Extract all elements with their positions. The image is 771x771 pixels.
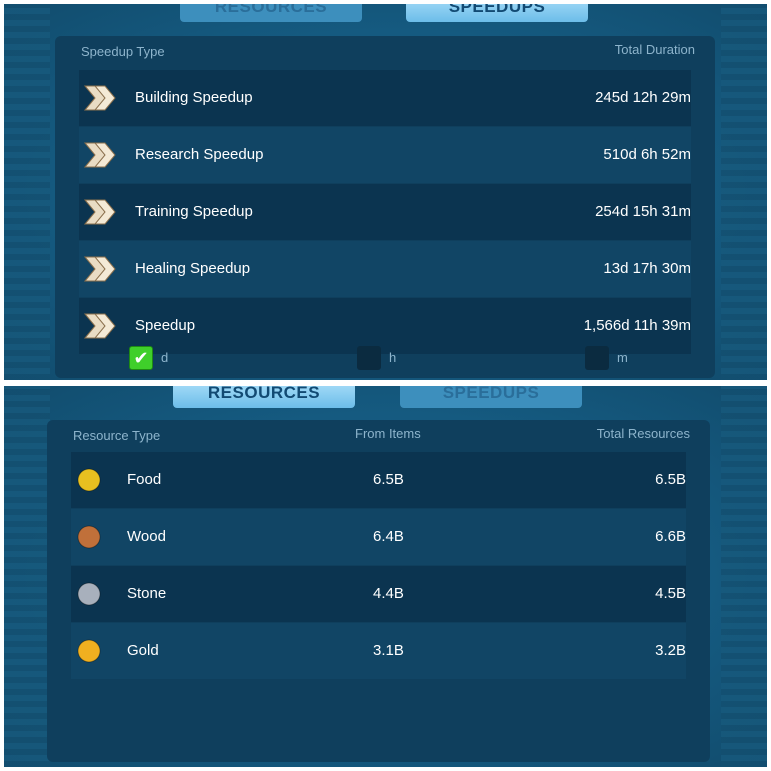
gold-icon	[73, 633, 109, 669]
header-speedup-type: Speedup Type	[81, 44, 165, 59]
speedup-duration: 13d 17h 30m	[603, 260, 691, 277]
resource-total: 3.2B	[655, 642, 686, 659]
resource-row: Food 6.5B 6.5B	[71, 452, 686, 508]
label-minutes: m	[617, 350, 628, 365]
label-hours: h	[389, 350, 397, 365]
training-speedup-icon	[81, 194, 117, 230]
resource-name: Stone	[127, 585, 167, 602]
resource-name: Food	[127, 471, 162, 488]
resource-from-items: 3.1B	[373, 642, 404, 659]
resource-name: Gold	[127, 642, 159, 659]
speedup-row: Research Speedup 510d 6h 52m	[79, 127, 691, 183]
healing-speedup-icon	[81, 251, 117, 287]
speedup-name: Research Speedup	[135, 146, 264, 163]
research-speedup-icon	[81, 137, 117, 173]
decorative-border-left	[4, 386, 50, 767]
resources-screen: RESOURCES SPEEDUPS Resource Type From It…	[4, 386, 767, 767]
resource-name: Wood	[127, 528, 166, 545]
wood-icon	[73, 519, 109, 555]
stone-icon	[73, 576, 109, 612]
resource-total: 6.6B	[655, 528, 686, 545]
tab-speedups[interactable]: SPEEDUPS	[406, 4, 588, 22]
resource-total: 6.5B	[655, 471, 686, 488]
header-resource-type: Resource Type	[73, 428, 161, 443]
resource-from-items: 6.5B	[373, 471, 404, 488]
tab-resources[interactable]: RESOURCES	[173, 386, 355, 408]
speedup-row: Building Speedup 245d 12h 29m	[79, 70, 691, 126]
speedup-duration: 254d 15h 31m	[595, 203, 691, 220]
resource-from-items: 6.4B	[373, 528, 404, 545]
decorative-border-right	[721, 386, 767, 767]
resource-row: Wood 6.4B 6.6B	[71, 509, 686, 565]
speedup-name: Training Speedup	[135, 203, 253, 220]
checkbox-days[interactable]: ✔	[129, 346, 153, 370]
label-days: d	[161, 350, 169, 365]
speedup-name: Healing Speedup	[135, 260, 251, 277]
speedups-screen: RESOURCES SPEEDUPS Speedup Type Total Du…	[4, 4, 767, 380]
tab-speedups[interactable]: SPEEDUPS	[400, 386, 582, 408]
checkbox-minutes[interactable]	[585, 346, 609, 370]
header-total-resources: Total Resources	[596, 426, 690, 441]
speedup-duration: 1,566d 11h 39m	[583, 317, 691, 334]
resource-total: 4.5B	[655, 585, 686, 602]
header-from-items: From Items	[355, 426, 421, 441]
header-total-duration: Total Duration	[614, 42, 695, 57]
resource-table: Resource Type From Items Total Resources…	[47, 420, 710, 762]
building-speedup-icon	[81, 80, 117, 116]
decorative-border-left	[4, 4, 50, 380]
speedup-duration: 245d 12h 29m	[595, 89, 691, 106]
speedup-name: Speedup	[135, 317, 196, 334]
speedup-row: Speedup 1,566d 11h 39m	[79, 298, 691, 354]
decorative-border-right	[721, 4, 767, 380]
speedup-row: Training Speedup 254d 15h 31m	[79, 184, 691, 240]
speedup-row: Healing Speedup 13d 17h 30m	[79, 241, 691, 297]
tab-resources[interactable]: RESOURCES	[180, 4, 362, 22]
speedup-table: Speedup Type Total Duration Building Spe…	[55, 36, 715, 378]
resource-row: Stone 4.4B 4.5B	[71, 566, 686, 622]
speedup-name: Building Speedup	[135, 89, 253, 106]
universal-speedup-icon	[81, 308, 117, 344]
resource-from-items: 4.4B	[373, 585, 404, 602]
resource-row: Gold 3.1B 3.2B	[71, 623, 686, 679]
checkbox-hours[interactable]	[357, 346, 381, 370]
speedup-duration: 510d 6h 52m	[603, 146, 691, 163]
food-icon	[73, 462, 109, 498]
